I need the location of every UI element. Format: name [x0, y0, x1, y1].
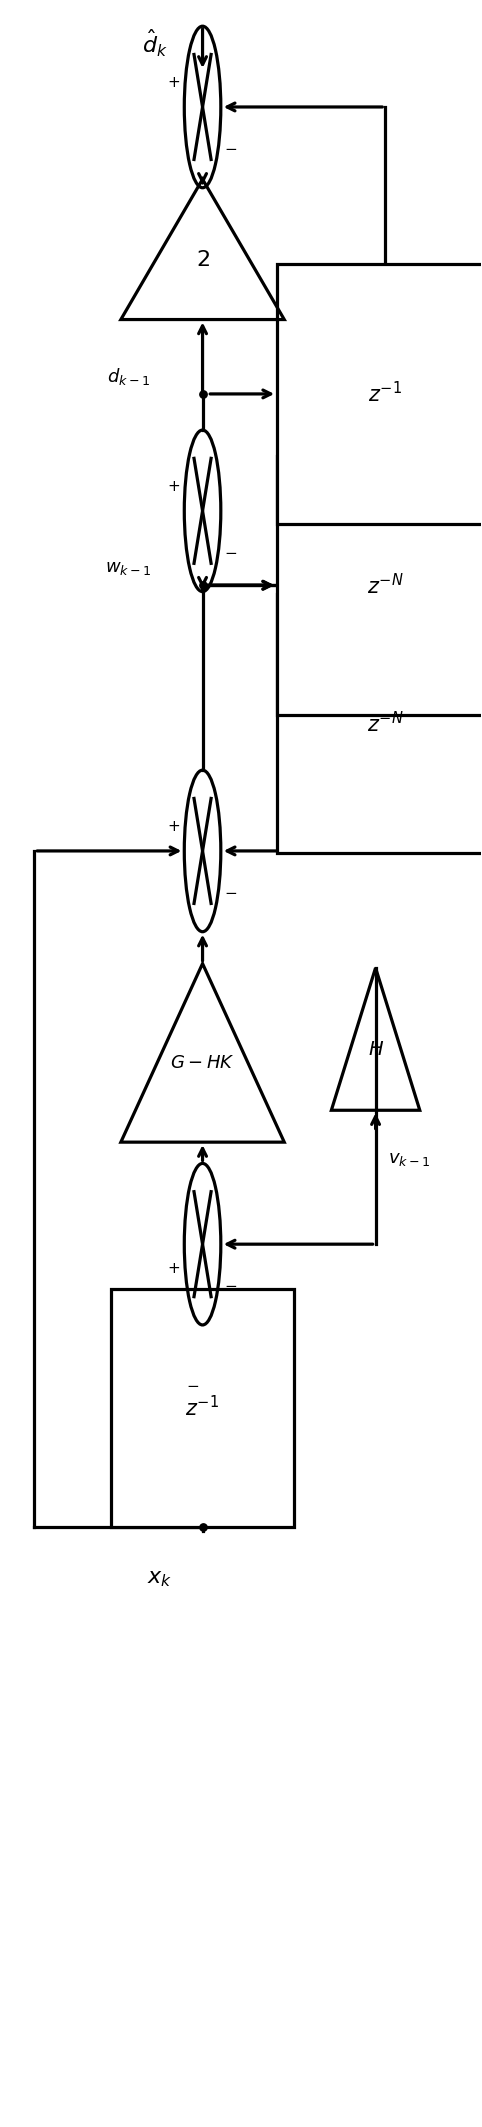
Text: $+$: $+$ — [167, 819, 180, 834]
Text: $+$: $+$ — [167, 479, 180, 493]
Text: $d_{k-1}$: $d_{k-1}$ — [107, 366, 149, 387]
Text: $-$: $-$ — [187, 1376, 200, 1391]
Point — [199, 376, 206, 411]
Text: $+$: $+$ — [167, 74, 180, 89]
Point — [199, 568, 206, 602]
Text: $-$: $-$ — [224, 1276, 237, 1291]
Text: $z^{-1}$: $z^{-1}$ — [186, 1395, 220, 1421]
Text: $H$: $H$ — [367, 1040, 384, 1059]
Text: $v_{k-1}$: $v_{k-1}$ — [388, 1151, 430, 1168]
Text: $-$: $-$ — [224, 545, 237, 559]
Text: $-$: $-$ — [224, 140, 237, 155]
Text: $z^{-1}$: $z^{-1}$ — [368, 381, 402, 406]
Text: $w_{k-1}$: $w_{k-1}$ — [105, 559, 151, 576]
Text: $-$: $-$ — [224, 885, 237, 900]
Text: $\hat{d}_k$: $\hat{d}_k$ — [142, 28, 167, 60]
Bar — [277, 593, 482, 853]
Text: $x_k$: $x_k$ — [147, 1568, 172, 1589]
Bar — [111, 1289, 294, 1527]
Text: $2$: $2$ — [196, 249, 210, 270]
Bar — [277, 455, 482, 715]
Text: $z^{-N}$: $z^{-N}$ — [367, 710, 403, 736]
Text: $+$: $+$ — [167, 1261, 180, 1276]
Point — [199, 1510, 206, 1544]
Bar — [277, 264, 482, 523]
Text: $z^{-N}$: $z^{-N}$ — [367, 572, 403, 598]
Text: $G-HK$: $G-HK$ — [170, 1055, 235, 1072]
